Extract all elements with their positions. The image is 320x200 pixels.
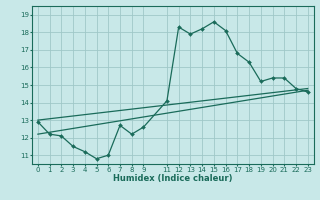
X-axis label: Humidex (Indice chaleur): Humidex (Indice chaleur) <box>113 174 233 183</box>
